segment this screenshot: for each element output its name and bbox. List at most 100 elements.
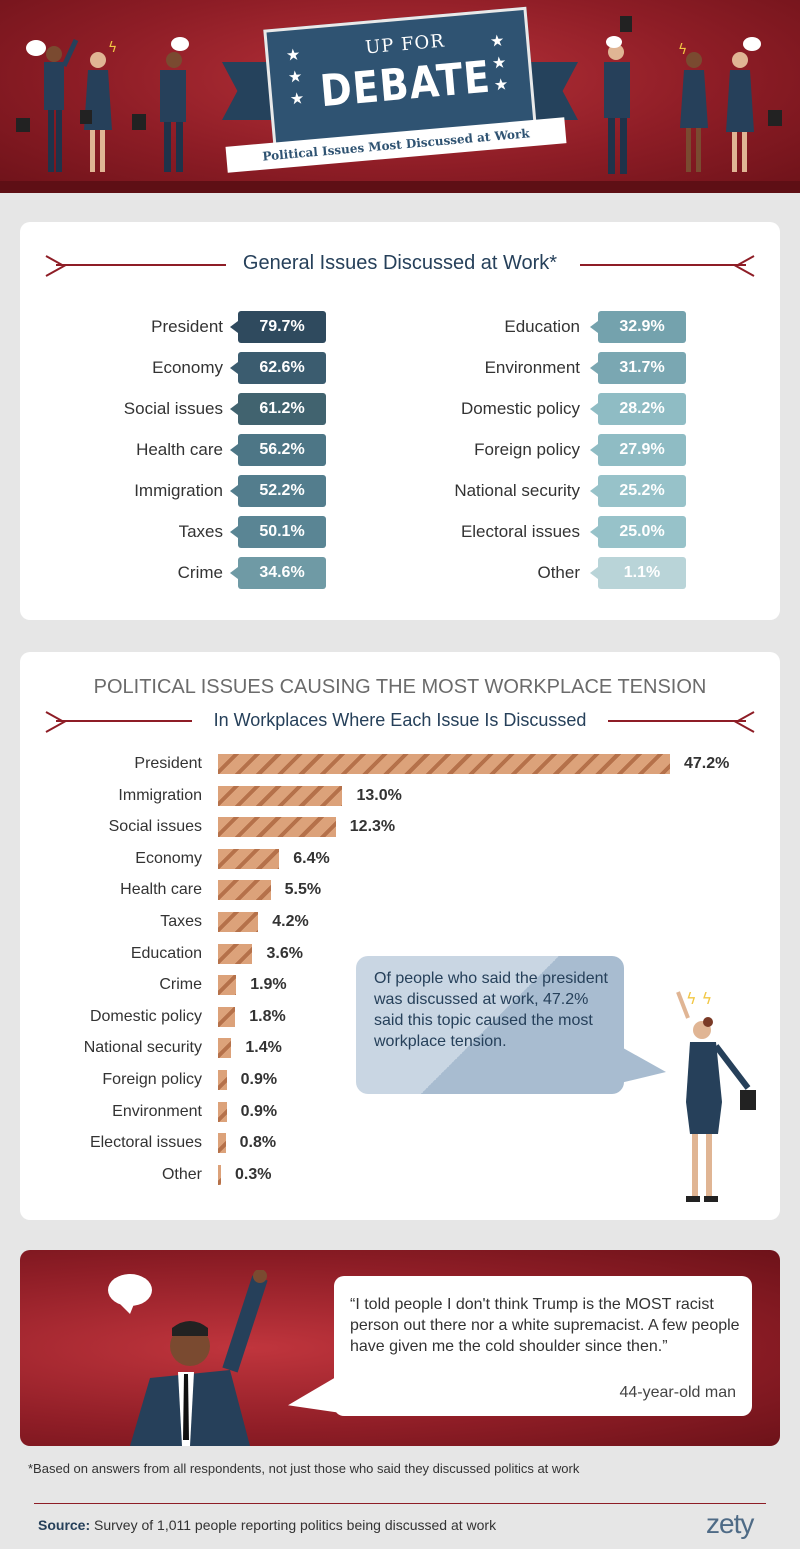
issue-label: Crime	[177, 563, 223, 582]
footnote: *Based on answers from all respondents, …	[28, 1461, 580, 1476]
tension-category-label: Environment	[112, 1102, 202, 1120]
tension-category-label: National security	[83, 1039, 202, 1057]
tension-category-label: Domestic policy	[89, 1007, 202, 1025]
tension-value-label: 13.0%	[356, 786, 402, 804]
issue-percentage-tag: 34.6%	[230, 557, 326, 589]
svg-text:ϟ ϟ: ϟ ϟ	[686, 989, 712, 1008]
tension-value-label: 0.8%	[239, 1134, 277, 1152]
chevron-right-icon	[734, 711, 755, 733]
issue-percentage-tag: 1.1%	[590, 557, 686, 589]
issue-percentage-tag: 56.2%	[230, 434, 326, 466]
arguing-coworkers-left-illustration: ϟ	[16, 37, 189, 172]
tension-category-label: Education	[130, 944, 202, 962]
frustrated-woman-illustration: ϟ ϟ	[676, 989, 756, 1202]
tension-category-label: Crime	[159, 976, 202, 994]
general-issues-card: General Issues Discussed at Work* Presid…	[20, 222, 780, 620]
issue-label: Other	[537, 563, 580, 582]
tension-category-label: Social issues	[108, 818, 202, 836]
tension-bar	[218, 880, 271, 901]
source-line: Source: Survey of 1,011 people reporting…	[38, 1517, 496, 1533]
tension-value-label: 3.6%	[266, 944, 303, 962]
tension-bar	[218, 943, 253, 964]
section-divider	[20, 250, 780, 280]
tension-category-label: Taxes	[160, 913, 202, 930]
header-banner: ϟ ϟ ★ ★ ★ ★ ★ ★ UP FOR DEBATE Political Issu…	[0, 0, 800, 193]
tension-value-label: 1.4%	[245, 1039, 282, 1057]
tension-chart-card: POLITICAL ISSUES CAUSING THE MOST WORKPL…	[20, 652, 780, 1220]
general-issues-title: General Issues Discussed at Work*	[242, 252, 558, 274]
callout-bubble	[356, 956, 624, 1094]
tension-category-label: Other	[161, 1165, 202, 1183]
issue-label: Social issues	[123, 399, 223, 418]
issue-label: Taxes	[178, 522, 223, 541]
tension-value-label: 47.2%	[684, 755, 730, 772]
issue-percentage-tag: 27.9%	[590, 434, 686, 466]
tension-value-label: 5.5%	[284, 881, 322, 899]
issue-percentage-tag: 32.9%	[590, 311, 686, 343]
issue-label: Immigration	[134, 481, 223, 500]
chevron-right-icon	[734, 255, 755, 277]
issue-percentage-tag: 52.2%	[230, 475, 326, 507]
tension-chart-title: POLITICAL ISSUES CAUSING THE MOST WORKPL…	[93, 676, 707, 698]
tension-bar	[218, 754, 670, 774]
issue-percentage-tag: 61.2%	[230, 393, 326, 425]
issue-percentage-tag: 62.6%	[230, 352, 326, 384]
svg-text:ϟ: ϟ	[678, 42, 687, 58]
tension-value-label: 1.9%	[250, 976, 287, 994]
issue-percentage-tag: 50.1%	[230, 516, 326, 548]
tension-bar	[218, 1101, 227, 1122]
quote-panel: “I told people I don't think Trump is th…	[20, 1250, 780, 1446]
chevron-left-icon	[45, 255, 66, 277]
source-label: Source:	[38, 1517, 91, 1533]
chevron-left-icon	[45, 711, 66, 733]
tension-category-label: Foreign policy	[102, 1071, 202, 1088]
quote-attribution: 44-year-old man	[619, 1384, 737, 1401]
tension-value-label: 4.2%	[272, 913, 309, 930]
man-shouting-illustration	[108, 1270, 268, 1446]
tension-category-label: Economy	[135, 849, 202, 867]
arguing-coworkers-right-illustration: ϟ	[604, 16, 782, 174]
zety-logo: zety	[706, 1508, 754, 1539]
issue-label: Foreign policy	[474, 440, 580, 459]
tension-value-label: 1.8%	[249, 1007, 286, 1025]
header-floor	[0, 181, 800, 193]
tension-chart-subtitle: In Workplaces Where Each Issue Is Discus…	[213, 710, 587, 730]
tension-value-label: 0.9%	[240, 1102, 278, 1120]
source-text: Survey of 1,011 people reporting politic…	[94, 1517, 497, 1533]
section-divider	[20, 706, 780, 736]
callout-text: Of people who said the president was dis…	[374, 970, 608, 1050]
issue-percentage-tag: 25.2%	[590, 475, 686, 507]
tension-value-label: 6.4%	[293, 849, 330, 867]
issue-label: Education	[504, 317, 580, 336]
svg-text:ϟ: ϟ	[108, 40, 117, 56]
tension-bar	[218, 912, 259, 932]
issue-label: President	[151, 317, 223, 336]
issue-label: Environment	[484, 358, 580, 377]
tension-bar	[218, 1164, 221, 1185]
issue-percentage-tag: 79.7%	[230, 311, 326, 343]
issue-label: Economy	[152, 358, 223, 377]
issue-label: National security	[454, 481, 580, 500]
tension-bar	[218, 1133, 226, 1154]
source-divider	[34, 1503, 766, 1504]
issue-label: Domestic policy	[460, 399, 580, 418]
tension-value-label: 12.3%	[349, 818, 396, 836]
quote-text: “I told people I don't think Trump is th…	[350, 1296, 740, 1355]
tension-bar	[218, 1070, 227, 1090]
issue-label: Health care	[136, 440, 223, 459]
issue-percentage-tag: 31.7%	[590, 352, 686, 384]
issue-percentage-tag: 28.2%	[590, 393, 686, 425]
tension-bar	[218, 1038, 232, 1059]
tension-bar	[218, 817, 336, 838]
tension-bar	[218, 975, 237, 996]
tension-category-label: Immigration	[118, 786, 202, 804]
tension-category-label: Health care	[120, 881, 202, 899]
tension-value-label: 0.3%	[235, 1165, 272, 1183]
tension-category-label: Electoral issues	[89, 1134, 202, 1152]
issue-label: Electoral issues	[460, 522, 580, 541]
issue-percentage-tag: 25.0%	[590, 516, 686, 548]
tension-bar	[218, 848, 280, 869]
tension-value-label: 0.9%	[240, 1071, 278, 1088]
tension-bar	[218, 1006, 236, 1027]
quote-bubble	[334, 1276, 752, 1416]
